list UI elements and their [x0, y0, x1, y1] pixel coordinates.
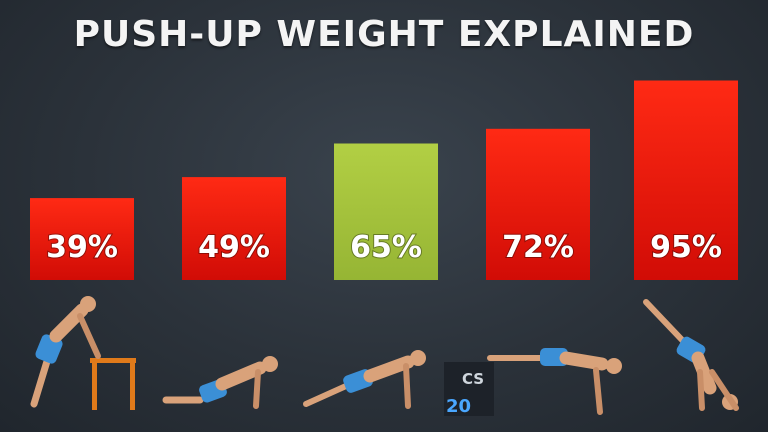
- bar-label-1: 39%: [46, 230, 118, 265]
- bar-2: [182, 177, 286, 280]
- box-label-top: CS: [462, 370, 484, 388]
- bar-4: [486, 128, 590, 280]
- page-title: PUSH-UP WEIGHT EXPLAINED: [73, 14, 695, 55]
- decline-pushup-figure-icon: CS 20: [444, 348, 622, 416]
- bar-label-4: 72%: [502, 230, 574, 265]
- standard-pushup-figure-icon: [303, 350, 426, 409]
- incline-pushup-figure-icon: [30, 296, 136, 410]
- bar-5: [634, 80, 738, 280]
- bar-1: [30, 198, 134, 280]
- knee-pushup-figure-icon: [162, 356, 278, 409]
- bar-3: [334, 143, 438, 280]
- box-label-bottom: 20: [446, 396, 471, 416]
- handstand-pushup-figure-icon: [643, 299, 739, 411]
- bar-label-5: 95%: [650, 230, 722, 265]
- bar-label-3: 65%: [350, 230, 422, 265]
- bar-label-2: 49%: [198, 230, 270, 265]
